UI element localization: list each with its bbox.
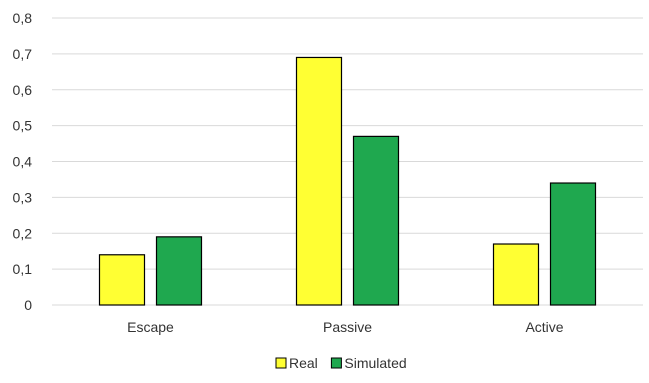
bar-simulated-passive bbox=[352, 135, 400, 306]
bar-real-passive bbox=[295, 56, 343, 306]
gridlines bbox=[52, 17, 643, 306]
x-tick-label: Escape bbox=[127, 319, 174, 335]
y-tick-label: 0,5 bbox=[13, 118, 33, 134]
legend-swatch-real bbox=[275, 357, 287, 369]
legend-label-real: Real bbox=[289, 355, 318, 371]
y-tick-label: 0,7 bbox=[13, 46, 33, 62]
x-tick-label: Active bbox=[525, 319, 563, 335]
bars bbox=[98, 56, 597, 306]
y-tick-label: 0,1 bbox=[13, 261, 33, 277]
legend-swatch-simulated bbox=[330, 357, 342, 369]
x-tick-label: Passive bbox=[323, 319, 372, 335]
y-tick-label: 0,6 bbox=[13, 82, 33, 98]
y-tick-label: 0,3 bbox=[13, 189, 33, 205]
bar-real-active bbox=[492, 243, 540, 306]
bar-real-escape bbox=[98, 254, 146, 306]
y-tick-label: 0,2 bbox=[13, 225, 33, 241]
y-tick-label: 0,8 bbox=[13, 10, 33, 26]
y-axis-tick-labels: 0 0,1 0,2 0,3 0,4 0,5 0,6 0,7 0,8 bbox=[13, 10, 33, 313]
y-tick-label: 0 bbox=[24, 297, 32, 313]
legend-label-simulated: Simulated bbox=[344, 355, 406, 371]
legend: Real Simulated bbox=[275, 355, 407, 371]
y-tick-label: 0,4 bbox=[13, 154, 33, 170]
bar-simulated-active bbox=[549, 182, 597, 306]
x-axis-tick-labels: Escape Passive Active bbox=[127, 319, 564, 335]
bar-simulated-escape bbox=[155, 236, 203, 306]
